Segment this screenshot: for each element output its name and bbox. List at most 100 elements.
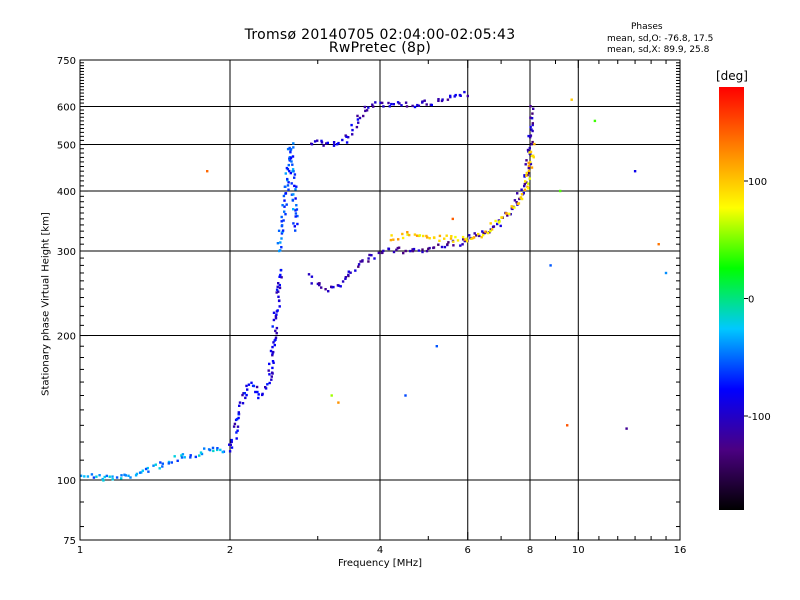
trace-point bbox=[486, 231, 490, 235]
trace-point bbox=[290, 193, 294, 196]
trace-point bbox=[285, 203, 288, 206]
trace-point bbox=[524, 180, 527, 183]
trace-point bbox=[432, 246, 436, 249]
trace-point bbox=[216, 448, 219, 452]
trace-point bbox=[98, 474, 101, 477]
trace-point bbox=[465, 240, 469, 243]
x-axis-label: Frequency [MHz] bbox=[337, 558, 423, 569]
trace-point bbox=[295, 208, 299, 211]
scatter-echo-point bbox=[451, 217, 454, 221]
trace-point bbox=[440, 245, 444, 249]
y-tick-label: 300 bbox=[57, 247, 76, 258]
trace-point bbox=[273, 343, 276, 347]
trace-point bbox=[236, 417, 239, 421]
trace-point bbox=[438, 234, 442, 238]
trace-point bbox=[528, 177, 531, 180]
trace-point bbox=[282, 194, 286, 198]
trace-point bbox=[518, 197, 521, 201]
colorbar-tick-label: -100 bbox=[748, 412, 771, 423]
trace-point bbox=[529, 105, 532, 108]
trace-point bbox=[345, 141, 349, 144]
scatter-echo-point bbox=[206, 170, 209, 173]
trace-point bbox=[362, 114, 365, 118]
trace-point bbox=[203, 447, 206, 450]
trace-point bbox=[274, 317, 278, 320]
trace-point bbox=[401, 236, 405, 240]
trace-point bbox=[525, 171, 528, 175]
trace-point bbox=[228, 450, 232, 453]
trace-point bbox=[494, 219, 497, 223]
trace-point bbox=[277, 295, 280, 298]
trace-point bbox=[238, 404, 241, 407]
trace-point bbox=[374, 101, 377, 104]
trace-point bbox=[371, 103, 374, 106]
trace-point bbox=[83, 475, 86, 478]
trace-point bbox=[406, 231, 409, 234]
trace-point bbox=[415, 234, 419, 237]
trace-point bbox=[159, 461, 162, 464]
trace-point bbox=[449, 95, 452, 99]
trace-point bbox=[392, 250, 396, 254]
trace-point bbox=[456, 239, 460, 242]
trace-point bbox=[484, 230, 487, 233]
trace-point bbox=[524, 163, 527, 166]
colorbar bbox=[719, 87, 744, 510]
trace-point bbox=[272, 318, 276, 322]
x-axis-ticks: 1 2 4 6 8 10 16 bbox=[77, 60, 686, 556]
chart-subtitle: RwPretec (8p) bbox=[328, 40, 432, 56]
trace-point bbox=[167, 460, 171, 464]
trace-point bbox=[401, 232, 404, 236]
trace-point bbox=[531, 112, 534, 115]
trace-point bbox=[532, 156, 535, 159]
trace-point bbox=[289, 151, 292, 154]
trace-point bbox=[198, 454, 201, 457]
trace-point bbox=[496, 222, 499, 226]
trace-point bbox=[277, 229, 281, 232]
trace-point bbox=[462, 238, 465, 241]
trace-point bbox=[291, 155, 295, 158]
trace-point bbox=[277, 282, 280, 285]
trace-point bbox=[471, 236, 475, 240]
scatter-echo-point bbox=[593, 119, 597, 123]
trace-point bbox=[127, 474, 130, 477]
trace-point bbox=[280, 237, 283, 240]
trace-point bbox=[526, 173, 529, 177]
x-tick-label: 1 bbox=[77, 545, 83, 556]
trace-point bbox=[505, 212, 508, 215]
trace-point bbox=[86, 475, 90, 478]
trace-point bbox=[141, 469, 144, 472]
trace-point bbox=[526, 185, 529, 188]
trace-point bbox=[408, 233, 411, 237]
trace-point bbox=[489, 222, 492, 225]
trace-point bbox=[446, 243, 449, 246]
scatter-echo-point bbox=[549, 264, 552, 267]
trace-point bbox=[325, 142, 328, 145]
trace-point bbox=[138, 471, 142, 474]
trace-point bbox=[347, 270, 350, 273]
trace-point bbox=[465, 237, 468, 240]
trace-point bbox=[293, 176, 296, 179]
trace-point bbox=[370, 254, 373, 257]
colorbar-unit-label: [deg] bbox=[716, 69, 748, 83]
trace-point bbox=[417, 104, 421, 107]
trace-point bbox=[330, 286, 333, 289]
trace-point bbox=[528, 151, 531, 154]
trace-point bbox=[251, 384, 255, 387]
phases-x-stats: mean, sd,X: 89.9, 25.8 bbox=[607, 45, 710, 55]
trace-point bbox=[290, 182, 293, 185]
trace-point bbox=[271, 345, 274, 349]
trace-point bbox=[170, 461, 173, 464]
trace-point bbox=[421, 250, 424, 254]
trace-point bbox=[523, 184, 526, 188]
trace-point bbox=[199, 451, 203, 454]
scatter-echo-point bbox=[664, 271, 668, 275]
trace-point bbox=[275, 332, 278, 335]
scatter-echo-point bbox=[435, 345, 438, 348]
trace-point bbox=[337, 284, 341, 287]
trace-point bbox=[154, 463, 157, 466]
trace-point bbox=[327, 290, 330, 293]
trace-point bbox=[523, 188, 527, 191]
trace-point bbox=[523, 182, 526, 186]
trace-point bbox=[105, 474, 108, 478]
trace-point bbox=[280, 215, 283, 219]
